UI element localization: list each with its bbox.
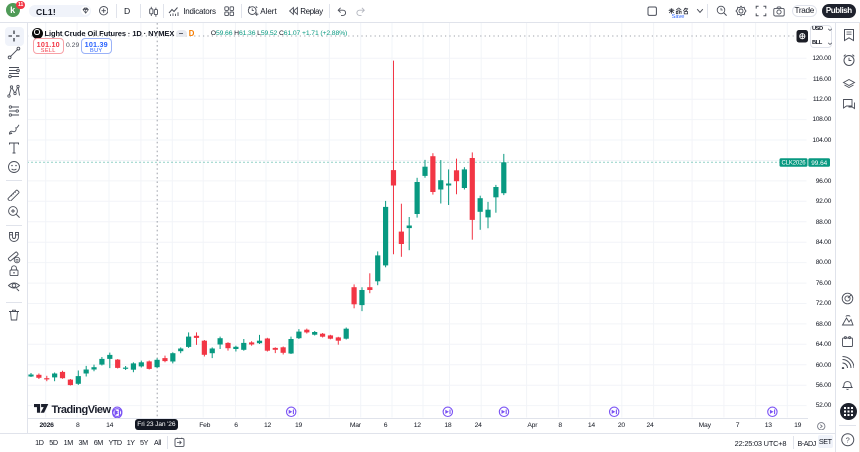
svg-text:TradingView: TradingView xyxy=(52,404,112,415)
svg-text:CLK2026: CLK2026 xyxy=(782,161,807,167)
svg-text:?: ? xyxy=(846,436,850,445)
svg-text:99.64: 99.64 xyxy=(811,160,827,167)
